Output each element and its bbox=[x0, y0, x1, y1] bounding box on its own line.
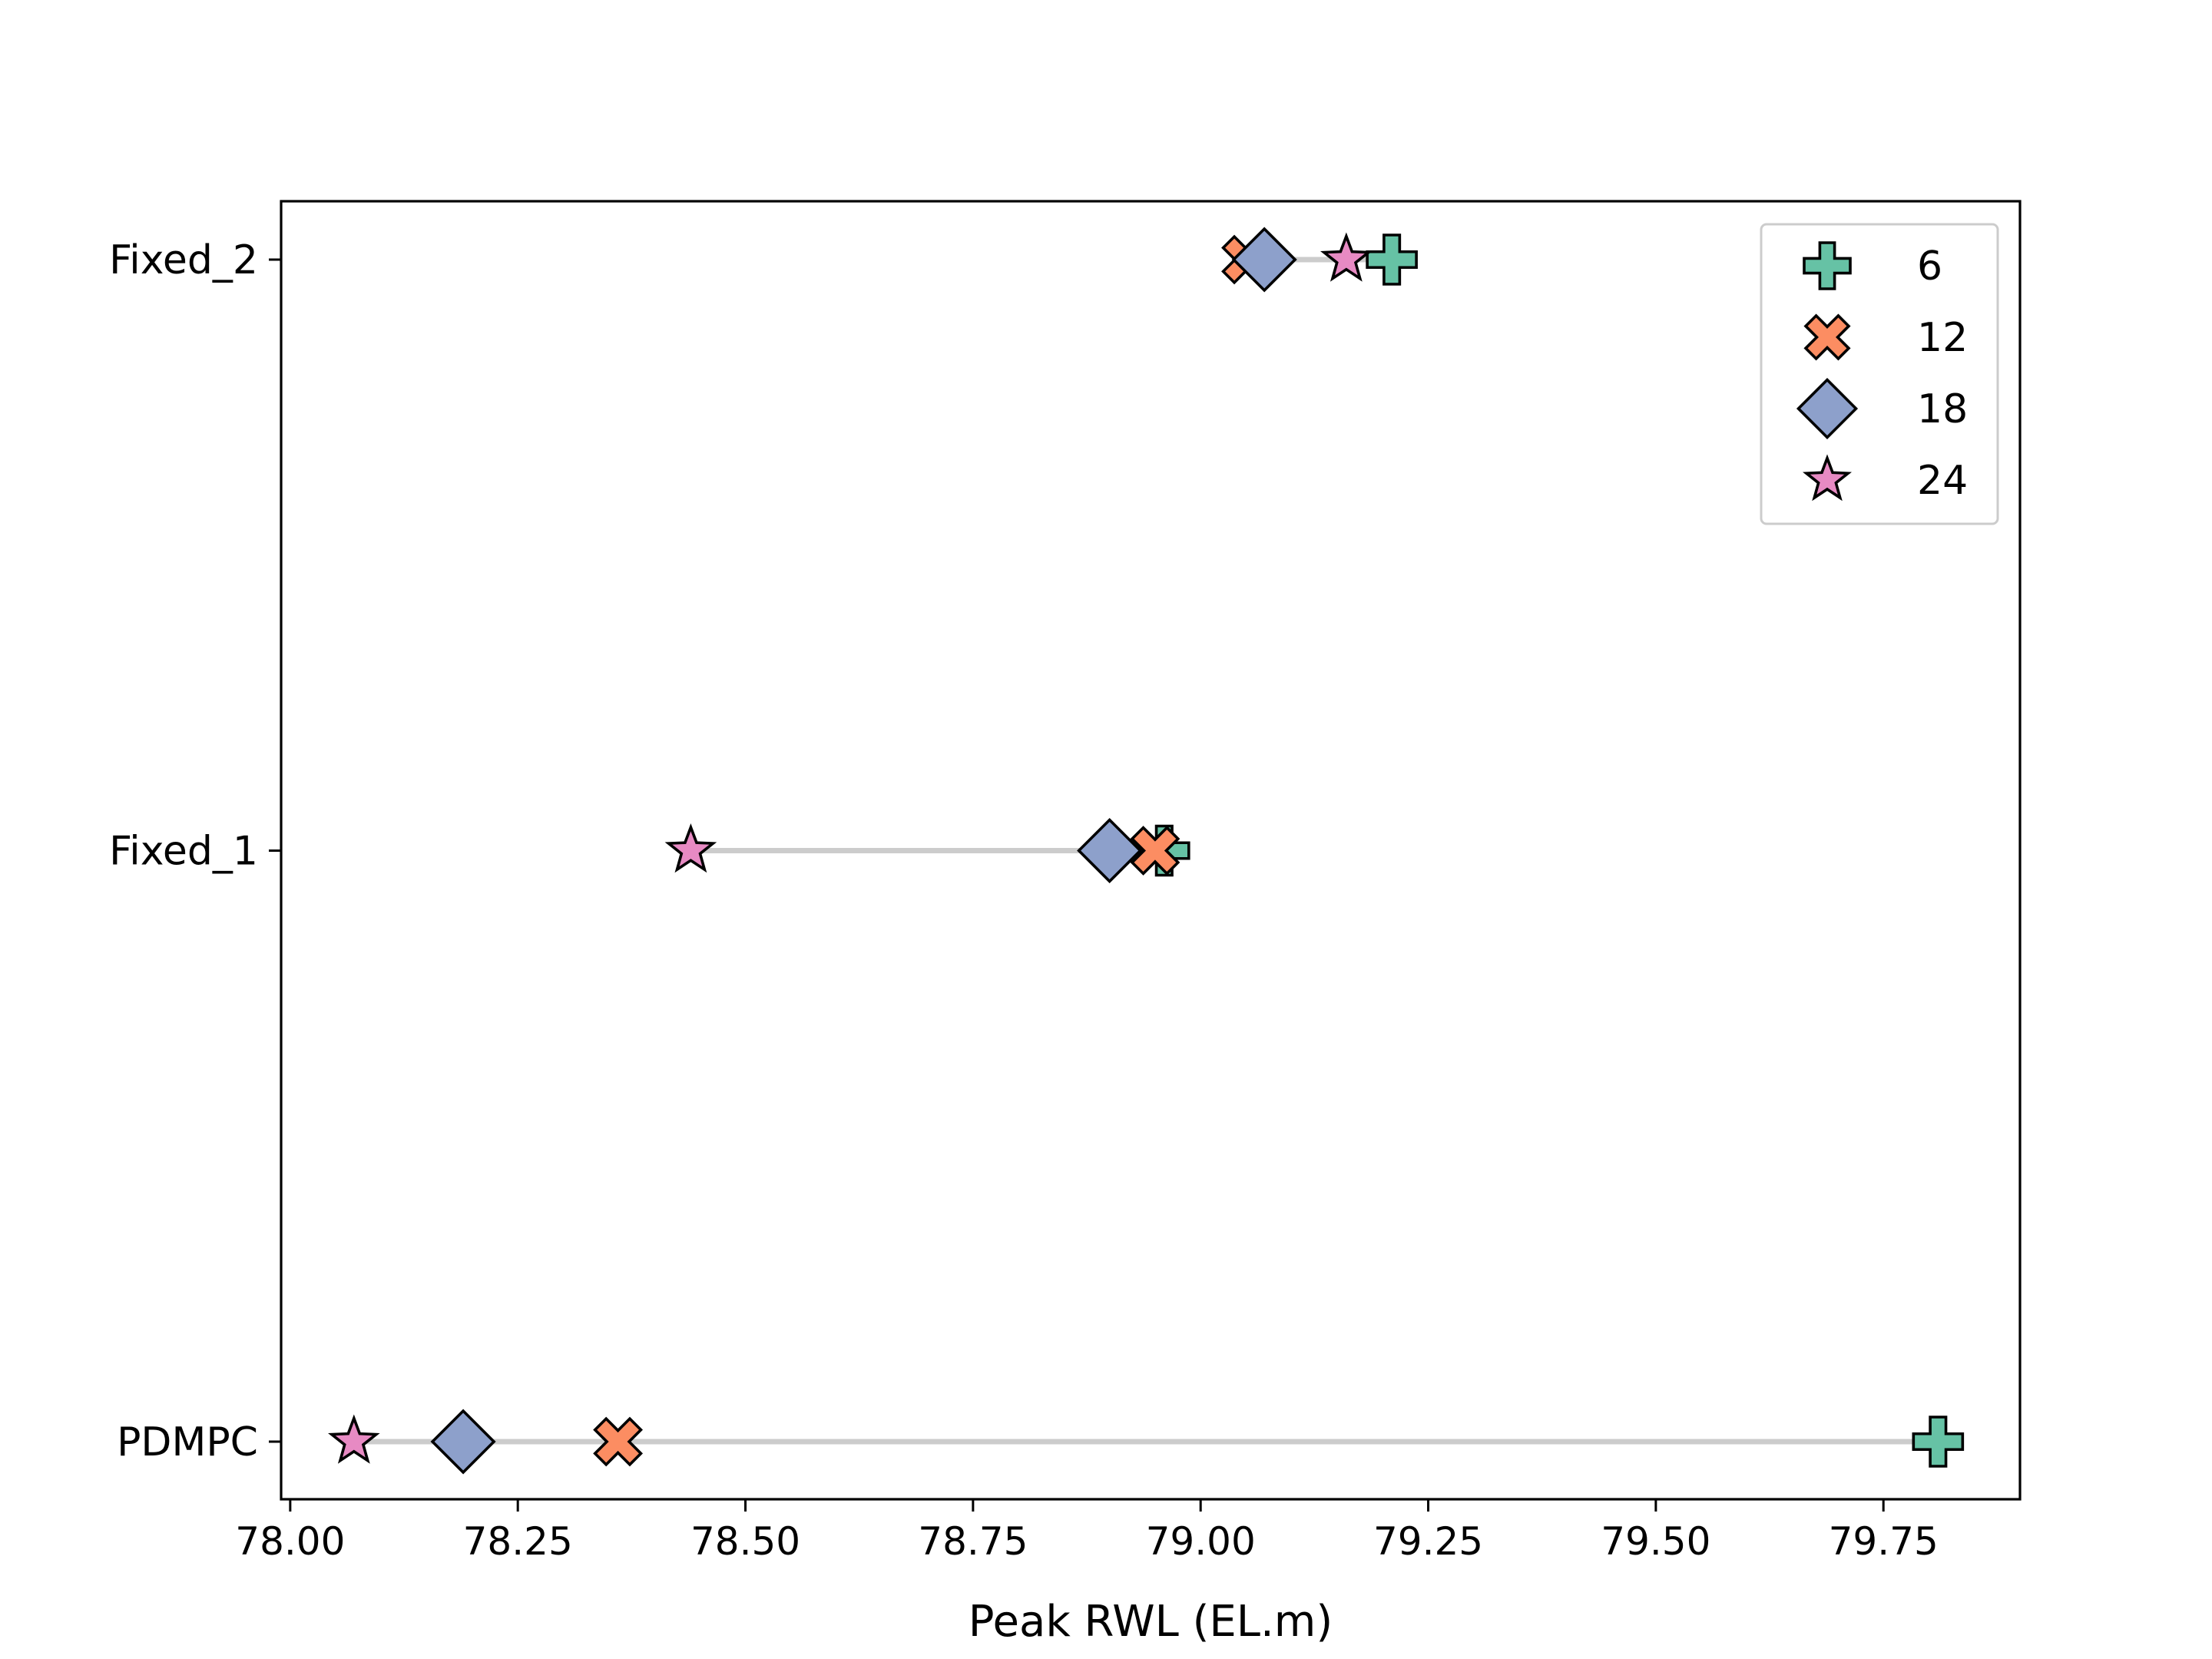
point-6-fixed-2 bbox=[1366, 233, 1418, 286]
x-tick-label: 78.50 bbox=[690, 1519, 800, 1564]
x-axis-label: Peak RWL (EL.m) bbox=[969, 1597, 1333, 1647]
point-6-pdmpc bbox=[1912, 1416, 1965, 1468]
legend-marker-star-icon bbox=[1803, 454, 1852, 502]
y-tick-label-fixed-1: Fixed_1 bbox=[109, 829, 258, 875]
x-tick-label: 79.25 bbox=[1373, 1519, 1483, 1564]
x-tick-label: 78.00 bbox=[235, 1519, 345, 1564]
x-axis: 78.00 78.25 78.50 78.75 79.00 79.25 79.50 79.75 bbox=[235, 1499, 1939, 1564]
legend: 6 12 18 24 bbox=[1760, 223, 1999, 525]
point-18-pdmpc bbox=[430, 1409, 496, 1475]
legend-marker-plus-icon bbox=[1803, 241, 1852, 290]
data-points bbox=[328, 227, 1965, 1475]
legend-label-18: 18 bbox=[1917, 386, 1968, 432]
legend-label-12: 12 bbox=[1917, 315, 1968, 361]
legend-frame bbox=[1760, 223, 1999, 525]
legend-items: 6 12 18 24 bbox=[1796, 241, 1968, 504]
point-24-fixed-1 bbox=[664, 823, 717, 873]
point-18-fixed-2 bbox=[1231, 227, 1297, 293]
legend-marker-x-icon bbox=[1803, 313, 1851, 361]
point-24-pdmpc bbox=[328, 1414, 380, 1464]
point-12-pdmpc bbox=[593, 1416, 643, 1467]
y-tick-label-pdmpc: PDMPC bbox=[117, 1419, 258, 1465]
x-tick-label: 79.50 bbox=[1601, 1519, 1710, 1564]
point-12-fixed-1 bbox=[1130, 826, 1181, 876]
legend-label-24: 24 bbox=[1917, 458, 1968, 504]
x-tick-label: 79.00 bbox=[1146, 1519, 1256, 1564]
y-tick-label-fixed-2: Fixed_2 bbox=[109, 237, 258, 283]
legend-marker-diamond-icon bbox=[1796, 377, 1859, 440]
x-tick-label: 78.25 bbox=[463, 1519, 573, 1564]
point-18-fixed-1 bbox=[1077, 817, 1143, 884]
x-tick-label: 79.75 bbox=[1829, 1519, 1939, 1564]
legend-label-6: 6 bbox=[1917, 243, 1942, 290]
x-tick-label: 78.75 bbox=[918, 1519, 1028, 1564]
y-axis: PDMPC Fixed_1 Fixed_2 bbox=[109, 237, 281, 1465]
point-24-fixed-2 bbox=[1320, 232, 1373, 282]
